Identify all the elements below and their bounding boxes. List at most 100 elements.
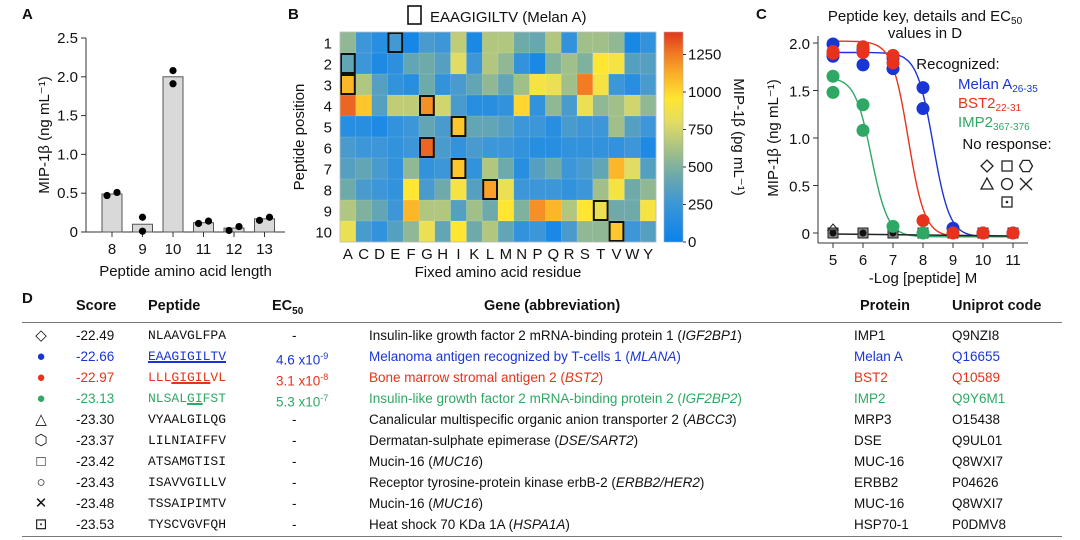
heatmap-cell xyxy=(371,136,388,159)
heatmap-cell xyxy=(434,178,452,201)
heatmap-cell xyxy=(608,52,625,75)
highlight-box xyxy=(608,221,625,242)
heatmap-cell xyxy=(624,73,641,96)
gene-name: Insulin-like growth factor 2 mRNA-bindin… xyxy=(369,391,682,406)
gene-close: ) xyxy=(478,496,484,511)
heatmap-cell xyxy=(545,31,562,54)
heatmap-cell xyxy=(450,199,467,222)
panel-label-b: B xyxy=(288,6,299,23)
heatmap-cell xyxy=(402,94,420,117)
x-tick-label: 13 xyxy=(256,241,273,258)
heatmap-cell xyxy=(592,199,610,222)
ec50-cell: - xyxy=(292,430,297,451)
heatmap-cell xyxy=(418,199,436,222)
colorbar-tick-label: 1000 xyxy=(688,84,721,101)
heatmap-cell xyxy=(371,178,388,201)
column-label: H xyxy=(437,246,448,263)
heatmap-cell xyxy=(466,73,483,96)
heatmap-cell xyxy=(450,178,467,201)
heatmap-cell xyxy=(466,31,483,54)
title-subscript: 50 xyxy=(1011,16,1023,27)
x-axis-label: Peptide amino acid length xyxy=(99,263,272,280)
protein-cell: IMP2 xyxy=(854,391,886,406)
heatmap-cell xyxy=(545,136,562,159)
colorbar-label: MIP-1β (pg mL⁻¹) xyxy=(730,78,747,195)
heatmap-cell xyxy=(529,199,546,222)
heatmap-cell xyxy=(639,73,657,96)
heatmap-cell xyxy=(497,94,515,117)
peptide-seq-end: FST xyxy=(202,391,227,406)
x-tick-label: 8 xyxy=(919,252,927,269)
chart-title: EAAGIGILTV (Melan A) xyxy=(430,9,586,26)
protein-cell: MUC-16 xyxy=(854,496,905,511)
header-ec50: EC50 xyxy=(272,298,303,317)
heatmap-cell xyxy=(560,31,578,54)
heatmap-cell xyxy=(402,178,420,201)
heatmap-cell xyxy=(529,31,546,54)
peptide-seq: TYSCVGVFQH xyxy=(148,517,227,532)
gene-name: Heat shock 70 KDa 1A ( xyxy=(369,517,514,532)
row-label: 7 xyxy=(324,162,332,179)
table-row: □ -23.42 ATSAMGTISI - Mucin-16 (MUC16) MUC-16… xyxy=(0,451,1080,472)
protein-cell: MRP3 xyxy=(854,412,892,427)
y-axis-label: MIP-1β (ng mL⁻¹) xyxy=(36,76,53,193)
heatmap-cell xyxy=(560,52,578,75)
data-point xyxy=(856,98,870,112)
heatmap-cell xyxy=(387,73,404,96)
heatmap-cell xyxy=(529,220,546,243)
data-point xyxy=(235,222,243,231)
heatmap-cell xyxy=(545,199,562,222)
heatmap-cell xyxy=(371,220,388,243)
gene-close: ) xyxy=(565,517,570,532)
highlight-box xyxy=(419,95,435,116)
column-label: I xyxy=(456,246,460,263)
heatmap-border xyxy=(339,31,657,243)
protein-cell: IMP1 xyxy=(854,328,886,343)
heatmap-cell xyxy=(560,136,578,159)
gene-name: Melanoma antigen recognized by T-cells 1… xyxy=(369,349,630,364)
heatmap-cell xyxy=(513,199,531,222)
heatmap-cell xyxy=(371,199,388,222)
header-ec50-text: EC xyxy=(272,298,293,314)
heatmap-cell xyxy=(355,52,373,75)
y-tick-label: 0.5 xyxy=(789,179,810,196)
ec50-value: - xyxy=(292,328,297,343)
heatmap-cell xyxy=(497,52,515,75)
ec50-exponent: -9 xyxy=(320,351,329,361)
heatmap-cell xyxy=(418,115,436,138)
column-label: Y xyxy=(643,246,653,263)
heatmap-cell xyxy=(371,31,388,54)
data-point xyxy=(255,216,264,224)
heatmap-cell xyxy=(402,52,420,75)
table-row: ● -22.66 EAAGIGILTV 4.6 x10-9 Melanoma antig… xyxy=(0,346,1080,368)
legend-entry: Melan A26-35 xyxy=(958,76,1038,95)
legend-entry-sub: 22-31 xyxy=(996,103,1022,114)
ec50-cell: - xyxy=(292,451,297,472)
column-label: L xyxy=(486,246,494,263)
heatmap-cell xyxy=(387,199,404,222)
heatmap-cell xyxy=(434,94,452,117)
chart-title-line1: Peptide key, details and EC50 xyxy=(828,8,1023,27)
heatmap-cell xyxy=(339,136,357,159)
row-marker-icon: □ xyxy=(36,453,46,470)
gene-name: Canalicular multispecific organic anion … xyxy=(369,412,688,427)
heatmap-cell xyxy=(529,94,546,117)
data-point xyxy=(916,81,930,95)
column-label: A xyxy=(343,246,353,263)
protein-cell: BST2 xyxy=(854,370,888,385)
table-row: ✕ -23.48 TSSAIPIMTV - Mucin-16 (MUC16) MUC-16… xyxy=(0,493,1080,514)
peptide-cell: NLSALGIFST xyxy=(148,388,226,409)
y-tick-label: 2.0 xyxy=(789,36,810,53)
column-label: R xyxy=(564,246,575,263)
data-point xyxy=(826,85,840,99)
heatmap-cell xyxy=(387,220,404,243)
heatmap-cell xyxy=(355,115,373,138)
heatmap-cell xyxy=(576,199,594,222)
legend-entry-name: Melan A xyxy=(958,76,1012,93)
data-point xyxy=(113,188,121,197)
y-tick-label: 1.5 xyxy=(789,84,810,101)
row-marker-icon: ⬡ xyxy=(34,432,48,449)
heatmap-cell xyxy=(513,178,531,201)
heatmap-cell xyxy=(339,157,357,180)
